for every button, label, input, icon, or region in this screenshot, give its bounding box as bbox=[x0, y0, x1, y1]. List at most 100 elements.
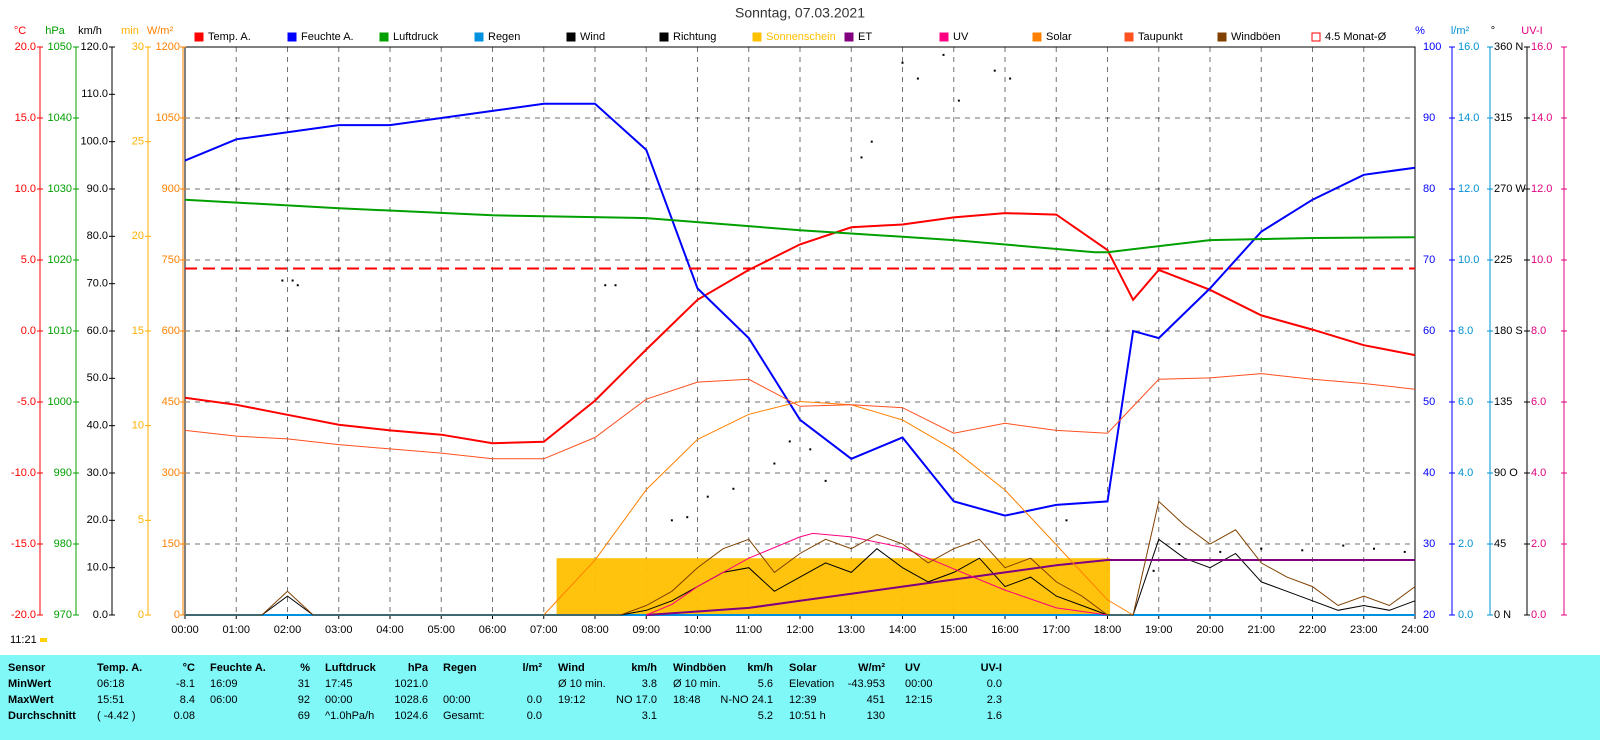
y-tick-label: 15.0 bbox=[15, 112, 36, 124]
x-tick-label: 22:00 bbox=[1299, 624, 1327, 636]
direction-dot bbox=[1260, 547, 1263, 550]
legend-swatch bbox=[566, 32, 576, 42]
y-tick-label: 10.0 bbox=[1531, 254, 1552, 266]
y-tick-label: 40 bbox=[1423, 467, 1435, 479]
y-tick-label: 16.0 bbox=[1458, 41, 1479, 53]
series-line bbox=[184, 212, 1416, 445]
legend-swatch bbox=[287, 32, 297, 42]
table-cell: 0.0 bbox=[987, 678, 1002, 690]
x-tick-label: 09:00 bbox=[632, 624, 660, 636]
table-cell: MaxWert bbox=[8, 694, 54, 706]
direction-dot bbox=[614, 284, 617, 287]
x-tick-label: 16:00 bbox=[991, 624, 1019, 636]
y-tick-label: 5 bbox=[138, 514, 144, 526]
table-header: Sensor bbox=[8, 662, 46, 674]
table-cell: Ø 10 min. bbox=[558, 678, 606, 690]
direction-dot bbox=[732, 487, 735, 490]
y-tick-label: 90.0 bbox=[87, 183, 108, 195]
y-tick-label: -5.0 bbox=[17, 396, 36, 408]
table-cell: 0.0 bbox=[527, 710, 542, 722]
y-tick-label: 60.0 bbox=[87, 325, 108, 337]
table-header: W/m² bbox=[858, 662, 885, 674]
table-cell: N-NO 24.1 bbox=[720, 694, 773, 706]
status-time: 11:21 bbox=[10, 634, 37, 646]
direction-dot bbox=[1009, 77, 1012, 80]
legend-swatch bbox=[1217, 32, 1227, 42]
legend-swatch bbox=[1311, 32, 1321, 42]
y-tick-label: 90 bbox=[1423, 112, 1435, 124]
table-header: Wind bbox=[558, 662, 585, 674]
y-tick-label: 0.0 bbox=[21, 325, 36, 337]
y-tick-label: 25 bbox=[132, 136, 144, 148]
y-tick-label: -20.0 bbox=[11, 609, 36, 621]
table-cell: 1028.6 bbox=[394, 694, 428, 706]
table-cell: 18:48 bbox=[673, 694, 701, 706]
y-tick-label: 10.0 bbox=[1458, 254, 1479, 266]
axis-unit: °C bbox=[14, 25, 26, 37]
y-tick-label: 360 N bbox=[1494, 41, 1523, 53]
y-tick-label: 0.0 bbox=[1531, 609, 1546, 621]
table-cell: 1024.6 bbox=[394, 710, 428, 722]
axis-unit: km/h bbox=[78, 25, 102, 37]
table-cell: -8.1 bbox=[176, 678, 195, 690]
x-tick-label: 02:00 bbox=[274, 624, 302, 636]
y-tick-label: 0 N bbox=[1494, 609, 1511, 621]
legend-swatch bbox=[194, 32, 204, 42]
table-header: Windböen bbox=[673, 662, 726, 674]
direction-dot bbox=[773, 462, 776, 465]
x-tick-label: 07:00 bbox=[530, 624, 558, 636]
table-cell: 5.6 bbox=[758, 678, 773, 690]
y-tick-label: 60 bbox=[1423, 325, 1435, 337]
direction-dot bbox=[788, 440, 791, 443]
status-icon bbox=[40, 638, 47, 642]
direction-dot bbox=[1178, 543, 1181, 545]
direction-dot bbox=[281, 279, 284, 282]
legend-label: Richtung bbox=[673, 31, 716, 43]
y-tick-label: 300 bbox=[162, 467, 180, 479]
y-tick-label: 0.0 bbox=[93, 609, 108, 621]
table-cell: 0.0 bbox=[527, 694, 542, 706]
table-cell: Ø 10 min. bbox=[673, 678, 721, 690]
table-cell: 69 bbox=[298, 710, 310, 722]
x-tick-label: 11:00 bbox=[735, 624, 762, 636]
series-line bbox=[184, 198, 1416, 254]
y-tick-label: 4.0 bbox=[1458, 467, 1473, 479]
y-tick-label: 990 bbox=[54, 467, 72, 479]
table-cell: 3.1 bbox=[642, 710, 657, 722]
table-header: km/h bbox=[747, 662, 773, 674]
y-tick-label: 0.0 bbox=[1458, 609, 1473, 621]
direction-dot bbox=[901, 61, 904, 64]
direction-dot bbox=[291, 279, 294, 282]
table-cell: 00:00 bbox=[905, 678, 933, 690]
table-header: % bbox=[300, 662, 310, 674]
x-tick-label: 12:00 bbox=[786, 624, 814, 636]
y-tick-label: 900 bbox=[162, 183, 180, 195]
table-header: Temp. A. bbox=[97, 662, 142, 674]
table-header: Solar bbox=[789, 662, 817, 674]
chart-title: Sonntag, 07.03.2021 bbox=[735, 5, 865, 21]
y-tick-label: 1200 bbox=[156, 41, 180, 53]
y-tick-label: 80 bbox=[1423, 183, 1435, 195]
y-tick-label: 30.0 bbox=[87, 467, 108, 479]
table-cell: Elevation bbox=[789, 678, 834, 690]
y-tick-label: 0 bbox=[138, 609, 144, 621]
legend-label: Windböen bbox=[1231, 31, 1281, 43]
y-tick-label: 12.0 bbox=[1458, 183, 1479, 195]
y-tick-label: 970 bbox=[54, 609, 72, 621]
y-tick-label: 135 bbox=[1494, 396, 1512, 408]
legend-swatch bbox=[1032, 32, 1042, 42]
y-tick-label: 20 bbox=[1423, 609, 1435, 621]
y-tick-label: 14.0 bbox=[1531, 112, 1552, 124]
y-tick-label: 30 bbox=[132, 41, 144, 53]
y-tick-label: 50.0 bbox=[87, 372, 108, 384]
y-tick-label: 180 S bbox=[1494, 325, 1523, 337]
x-tick-label: 21:00 bbox=[1247, 624, 1275, 636]
y-tick-label: 0 bbox=[174, 609, 180, 621]
direction-dot bbox=[860, 156, 863, 159]
direction-dot bbox=[1301, 549, 1304, 552]
y-tick-label: 14.0 bbox=[1458, 112, 1479, 124]
y-tick-label: 120.0 bbox=[80, 41, 108, 53]
y-tick-label: 20.0 bbox=[87, 514, 108, 526]
table-cell: 2.3 bbox=[987, 694, 1002, 706]
y-tick-label: 1050 bbox=[48, 41, 72, 53]
